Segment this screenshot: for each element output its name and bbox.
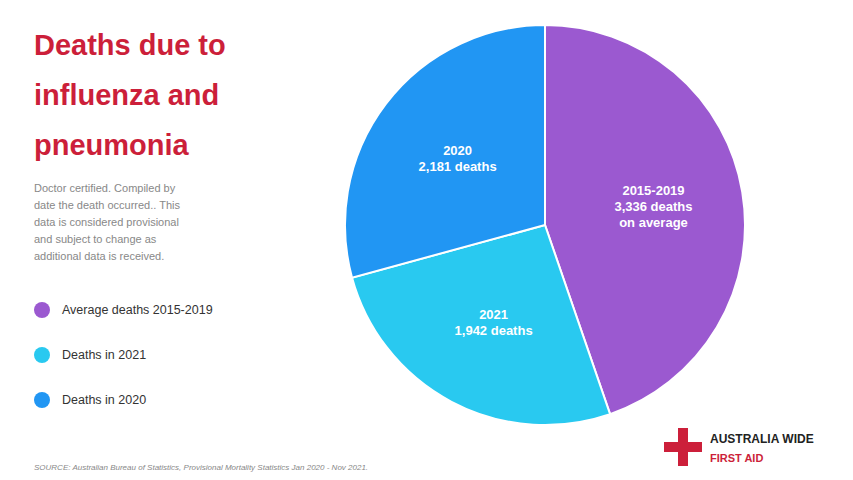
logo-cross: [664, 442, 702, 452]
data-label: 20202,181 deaths: [419, 143, 497, 174]
data-label: 20211,942 deaths: [455, 307, 533, 338]
subtitle: Doctor certified. Compiled by date the de…: [34, 182, 180, 262]
subtitle-line: additional data is received.: [34, 250, 164, 262]
title: Deaths due to influenza and pneumonia: [34, 29, 226, 161]
data-label-line: 2,181 deaths: [419, 159, 497, 174]
title-line: Deaths due to: [34, 29, 226, 61]
data-label-line: 2020: [443, 143, 472, 158]
legend-swatch: [34, 392, 50, 408]
legend-label: Deaths in 2021: [62, 348, 146, 362]
title-line: pneumonia: [34, 129, 190, 161]
chart-svg: Deaths due to influenza and pneumonia Docto…: [0, 0, 853, 480]
data-labels: 2015-20193,336 deathson average 20211,942…: [419, 143, 693, 338]
data-label-line: 2021: [479, 307, 508, 322]
data-label: 2015-20193,336 deathson average: [614, 183, 692, 230]
logo-text: AUSTRALIA: [710, 432, 780, 446]
legend-swatch: [34, 302, 50, 318]
logo: AUSTRALIAWIDE FIRST AID: [664, 428, 814, 466]
logo-text: FIRST AID: [710, 452, 763, 464]
background: [0, 0, 853, 480]
data-label-line: 3,336 deaths: [614, 199, 692, 214]
pie-slice: [345, 25, 545, 278]
legend-label: Deaths in 2020: [62, 393, 146, 407]
title-line: influenza and: [34, 79, 219, 111]
subtitle-line: date the death occurred.. This: [34, 199, 180, 211]
legend-label: Average deaths 2015-2019: [62, 303, 213, 317]
subtitle-line: and subject to change as: [34, 233, 157, 245]
subtitle-line: Doctor certified. Compiled by: [34, 182, 176, 194]
source: SOURCE: Australian Bureau of Statistics,…: [34, 463, 368, 472]
data-label-line: 2015-2019: [622, 183, 684, 198]
legend-swatch: [34, 347, 50, 363]
pie: [345, 25, 745, 425]
legend: Average deaths 2015-2019 Deaths in 2021 De…: [34, 302, 213, 408]
subtitle-line: data is considered provisional: [34, 216, 179, 228]
data-label-line: on average: [619, 215, 688, 230]
logo-text: WIDE: [782, 432, 813, 446]
data-label-line: 1,942 deaths: [455, 323, 533, 338]
